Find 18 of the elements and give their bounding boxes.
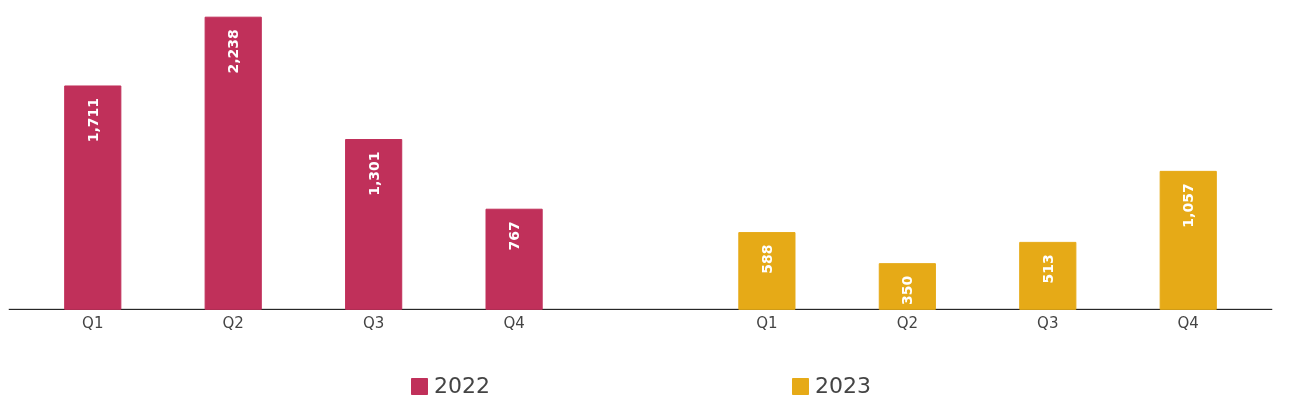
data-label: 513 [1039,254,1056,284]
x-tick-label: Q1 [756,314,778,333]
x-tick-label: Q1 [82,314,104,333]
data-label: 350 [899,275,916,305]
x-tick-label: Q3 [1037,314,1059,333]
x-tick-label: Q3 [362,314,385,333]
x-tick-label: Q2 [896,314,919,333]
data-label: 1,301 [365,151,382,196]
x-tick-label: Q4 [503,314,525,333]
data-label: 2,238 [225,29,242,74]
legend-label: 2023 [815,373,871,398]
data-label: 1,711 [84,97,101,143]
data-label: 588 [758,244,775,274]
x-tick-label: Q2 [222,314,244,333]
x-tick-label: Q4 [1177,314,1199,333]
data-label: 767 [506,221,523,251]
legend-label: 2022 [434,373,490,398]
data-label: 1,057 [1180,183,1197,228]
